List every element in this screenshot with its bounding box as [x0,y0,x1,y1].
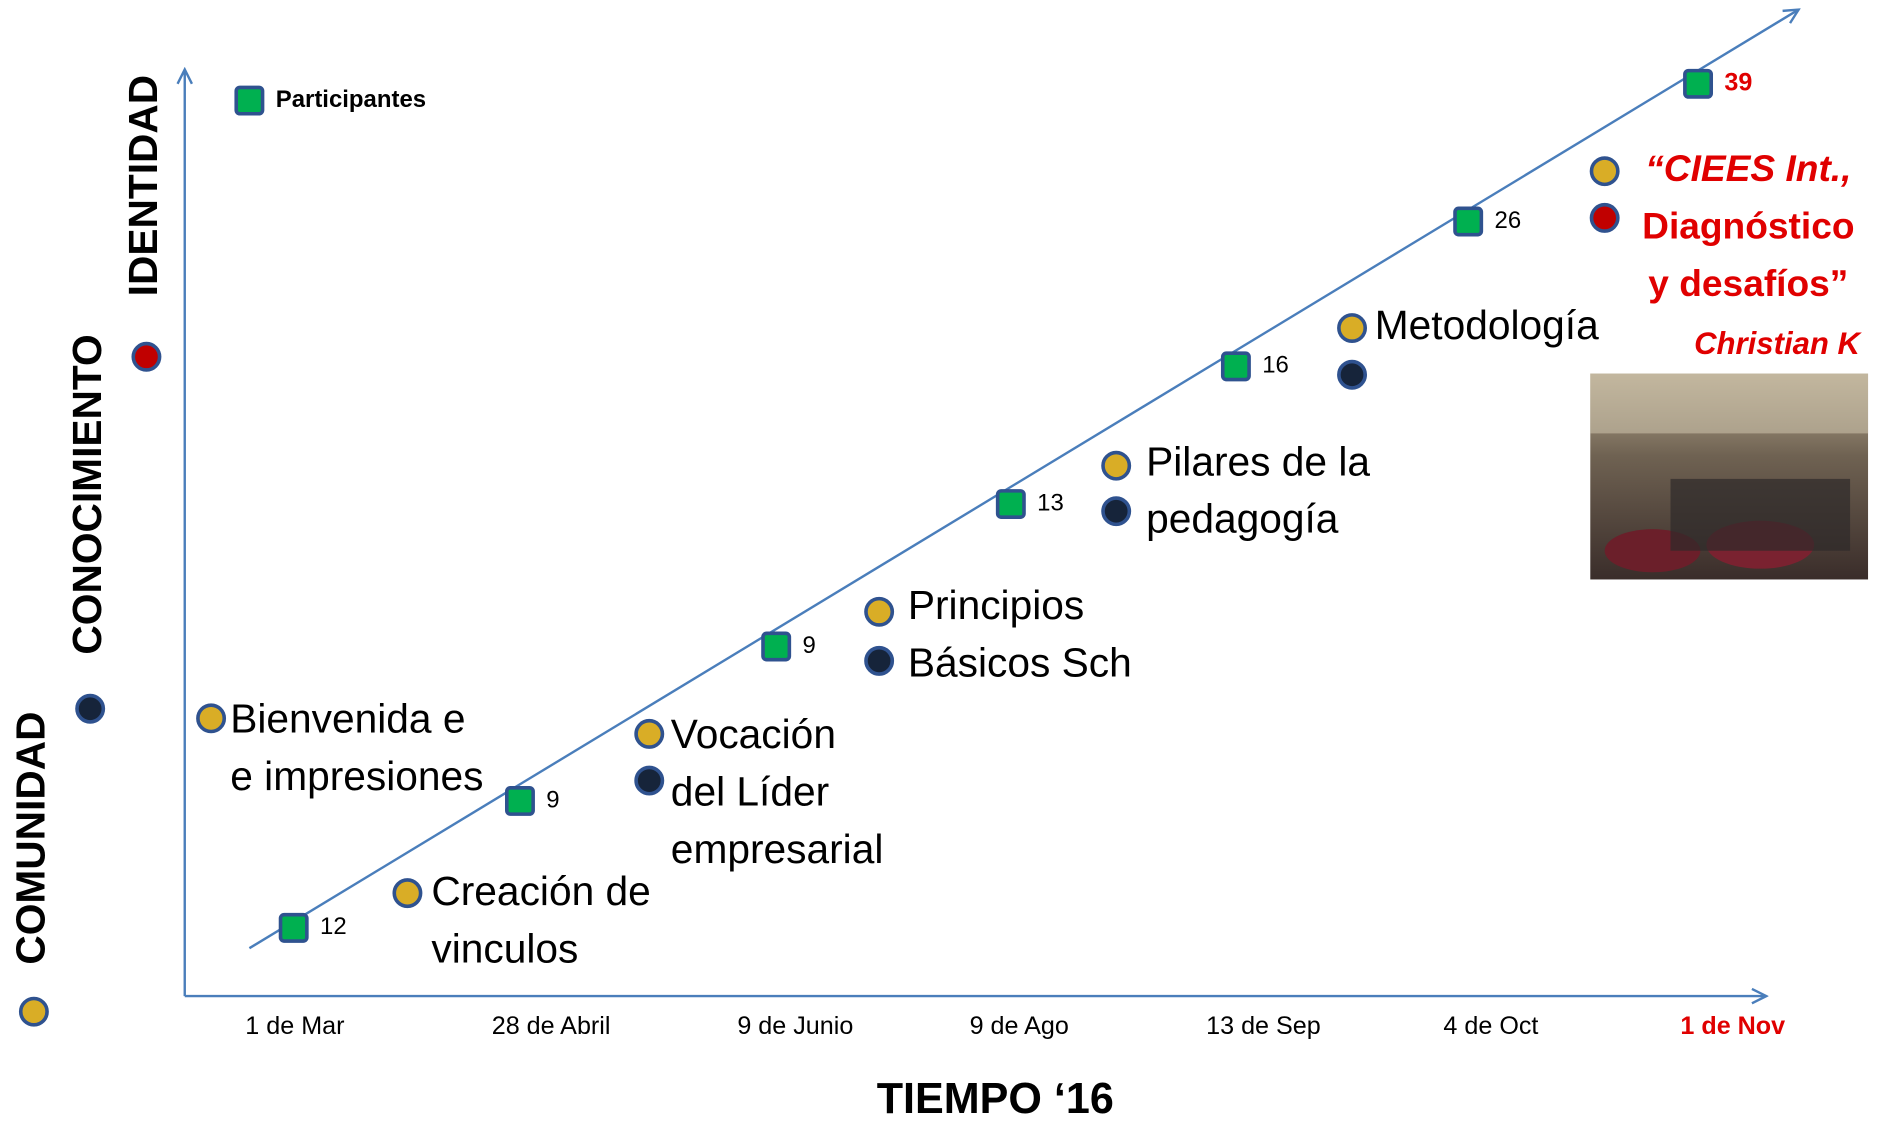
session-label: Creación de [431,868,650,914]
slide: TIEMPO ‘16 Participantes Christian K COM… [0,0,1878,1123]
session-label: y desafíos” [1648,262,1848,304]
x-title: TIEMPO ‘16 [877,1075,1114,1123]
session-label: e impresiones [230,753,483,799]
session-label: Metodología [1375,302,1599,348]
participant-marker [1223,353,1249,379]
participant-marker [281,915,307,941]
dot [21,998,47,1024]
session-label: vinculos [431,926,578,972]
trend-line [249,10,1798,949]
participant-count: 39 [1724,68,1752,96]
participant-marker [763,633,789,659]
dot [133,344,159,370]
x-label: 4 de Oct [1443,1012,1538,1040]
speaker: Christian K [1694,326,1862,361]
session-label: Principios [908,582,1084,628]
dot [1339,362,1365,388]
dot [1103,498,1129,524]
participant-marker [1455,208,1481,234]
participant-count: 16 [1262,352,1289,379]
dot [1339,315,1365,341]
dot [1103,453,1129,479]
participant-marker [998,491,1024,517]
x-label: 9 de Ago [970,1012,1069,1040]
legend-label: Participantes [276,86,426,113]
session-label: del Líder [671,769,829,815]
participant-count: 12 [320,913,347,940]
y-label: COMUNIDAD [8,711,54,964]
y-label: CONOCIMIENTO [64,334,110,654]
participant-count: 26 [1495,207,1522,234]
x-label: 1 de Mar [245,1012,344,1040]
session-label: “CIEES Int., [1645,147,1851,189]
dot [636,767,662,793]
participant-marker [236,87,262,113]
dot [77,696,103,722]
dot [394,880,420,906]
session-label: Diagnóstico [1642,204,1854,246]
dot [1591,205,1617,231]
participant-count: 9 [546,786,559,813]
x-label: 9 de Junio [737,1012,853,1040]
photo [1590,374,1868,580]
participant-marker [507,788,533,814]
y-label: IDENTIDAD [120,75,166,297]
x-label: 1 de Nov [1680,1012,1785,1040]
session-label: Vocación [671,711,836,757]
participant-marker [1685,71,1711,97]
x-label: 28 de Abril [492,1012,611,1040]
session-label: Básicos Sch [908,639,1132,685]
dot [866,648,892,674]
session-label: Pilares de la [1146,438,1370,484]
dot [198,705,224,731]
participant-count: 9 [803,632,816,659]
participant-count: 13 [1037,489,1064,516]
session-label: Bienvenida e [230,696,465,742]
dot [1591,158,1617,184]
session-label: empresarial [671,826,884,872]
dot [866,599,892,625]
x-label: 13 de Sep [1206,1012,1321,1040]
session-label: pedagogía [1146,496,1339,542]
dot [636,721,662,747]
